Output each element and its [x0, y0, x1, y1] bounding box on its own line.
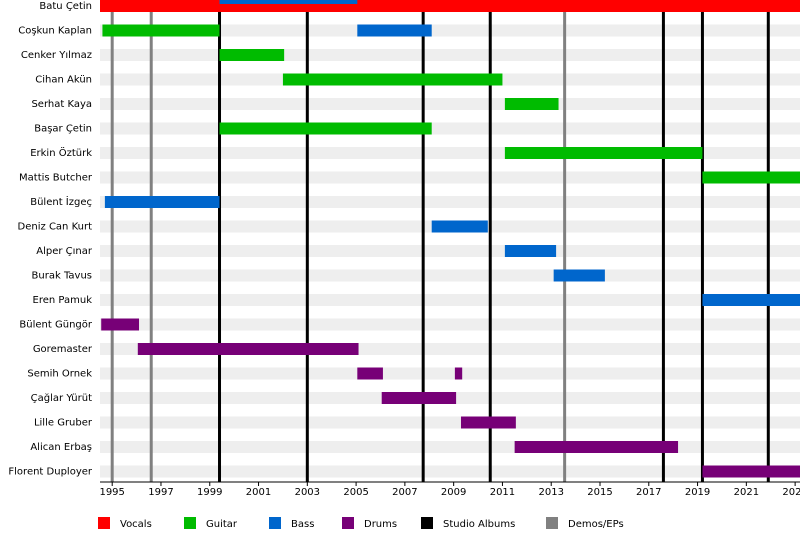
x-tick-label: 2005	[343, 487, 368, 498]
bar	[460, 416, 516, 429]
x-tick-label: 2017	[636, 487, 661, 498]
row-stripe	[100, 49, 800, 61]
x-tick-label: 2003	[295, 487, 320, 498]
y-label: Çağlar Yürüt	[31, 392, 92, 404]
y-label: Serhat Kaya	[31, 99, 92, 110]
x-tick-label: 2015	[587, 487, 612, 498]
bar	[514, 441, 679, 453]
bar	[357, 24, 432, 37]
row-stripe	[100, 245, 800, 257]
legend-label: Guitar	[206, 519, 238, 530]
x-tick-label: 1999	[197, 487, 222, 498]
y-label: Alper Çınar	[36, 246, 93, 257]
x-tick-label: 2001	[246, 487, 271, 498]
y-label: Florent Duployer	[8, 467, 92, 478]
legend-swatch	[546, 517, 558, 529]
row-stripe	[100, 24, 800, 37]
bar	[702, 171, 800, 184]
x-tick-label: 2023	[782, 487, 800, 498]
row-stripe	[100, 441, 800, 453]
legend-swatch	[269, 517, 281, 529]
y-label: Eren Pamuk	[33, 295, 93, 306]
y-label: Lille Gruber	[34, 418, 93, 429]
x-tick-label: 2021	[734, 487, 759, 498]
bar	[104, 196, 220, 208]
bar	[504, 147, 703, 159]
bar	[100, 0, 800, 12]
x-tick-label: 2011	[490, 487, 515, 498]
bar	[504, 98, 559, 110]
bar	[219, 49, 285, 61]
row-stripe	[100, 98, 800, 110]
y-label: Goremaster	[33, 344, 93, 355]
x-tick-label: 1995	[99, 487, 124, 498]
row-stripe	[100, 318, 800, 331]
y-label: Bülent İzgeç	[30, 195, 92, 208]
row-stripe	[100, 171, 800, 184]
y-label: Cenker Yılmaz	[21, 50, 92, 61]
y-label: Burak Tavus	[32, 271, 92, 282]
bar	[102, 24, 220, 37]
bar	[219, 122, 432, 135]
bar	[553, 269, 605, 282]
bar	[357, 367, 383, 380]
y-label: Cihan Akün	[35, 75, 92, 86]
y-label: Semih Ornek	[27, 369, 92, 380]
bar	[219, 0, 358, 4]
y-label: Mattis Butcher	[19, 173, 93, 184]
x-tick-label: 2007	[392, 487, 417, 498]
row-stripe	[100, 122, 800, 135]
bar	[431, 220, 488, 233]
bar	[504, 245, 557, 257]
x-tick-label: 1997	[148, 487, 173, 498]
y-label: Erkin Öztürk	[30, 146, 92, 159]
legend-label: Vocals	[120, 519, 152, 530]
y-label: Deniz Can Kurt	[18, 222, 93, 233]
row-stripe	[100, 367, 800, 380]
legend-label: Studio Albums	[443, 519, 515, 530]
bar	[101, 318, 140, 331]
bar	[702, 294, 800, 306]
x-tick-label: 2013	[538, 487, 563, 498]
bar	[454, 367, 463, 380]
legend-swatch	[98, 517, 110, 529]
row-stripe	[100, 196, 800, 208]
x-tick-label: 2009	[441, 487, 466, 498]
y-label: Alican Erbaş	[30, 442, 92, 453]
bar	[381, 392, 457, 404]
legend-label: Demos/EPs	[568, 519, 624, 530]
legend-label: Drums	[364, 519, 397, 530]
legend-label: Bass	[291, 519, 314, 530]
bar	[282, 73, 503, 86]
x-tick-label: 2019	[685, 487, 710, 498]
legend-swatch	[342, 517, 354, 529]
y-label: Coşkun Kaplan	[18, 26, 92, 37]
row-stripe	[100, 416, 800, 429]
row-stripe	[100, 294, 800, 306]
y-label: Bülent Güngör	[19, 320, 92, 331]
y-label: Batu Çetin	[39, 1, 92, 12]
y-label: Başar Çetin	[34, 124, 92, 135]
bar	[137, 343, 359, 355]
legend-swatch	[421, 517, 433, 529]
legend-swatch	[184, 517, 196, 529]
row-stripe	[100, 465, 800, 478]
bar	[702, 465, 800, 478]
row-stripe	[100, 269, 800, 282]
